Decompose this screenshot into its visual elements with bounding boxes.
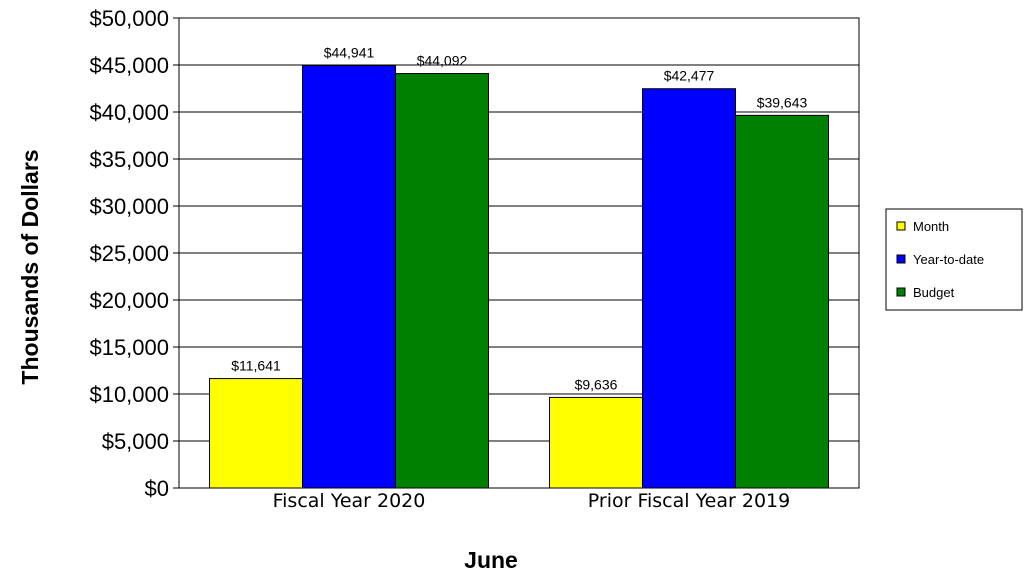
legend-label: Year-to-date [913, 252, 984, 267]
data-label: $44,941 [324, 45, 375, 61]
data-label: $9,636 [575, 376, 618, 392]
y-axis-ticks: $0 $5,000 $10,000 $15,000 $20,000 $25,000 $30,… [89, 6, 179, 501]
legend-swatch [896, 254, 906, 264]
legend-frame [885, 208, 1023, 311]
bar-year-to-date [642, 88, 736, 489]
y-tick-label: $35,000 [89, 147, 169, 172]
y-tick-label: $50,000 [89, 6, 169, 31]
data-label: $44,092 [417, 53, 468, 69]
data-labels: $11,641 $44,941 $44,092 $9,636 $42,477 $39,64… [231, 45, 807, 393]
legend-label: Budget [913, 285, 955, 300]
y-tick-label: $40,000 [89, 100, 169, 125]
category-label: Prior Fiscal Year 2019 [588, 490, 790, 512]
bar-budget [395, 73, 489, 489]
bar-year-to-date [302, 65, 396, 489]
data-label: $42,477 [664, 68, 715, 84]
bar-month [209, 378, 303, 489]
legend-label: Month [913, 219, 949, 234]
bar-month [549, 396, 643, 489]
y-tick-label: $5,000 [102, 429, 169, 454]
y-tick-label: $20,000 [89, 288, 169, 313]
category-label: Fiscal Year 2020 [273, 490, 426, 512]
legend-swatch [896, 287, 906, 297]
data-label: $39,643 [757, 94, 808, 110]
bar-budget [735, 114, 829, 489]
y-tick-label: $30,000 [89, 194, 169, 219]
x-axis-title: June [464, 547, 518, 573]
y-axis-title: Thousands of Dollars [17, 149, 43, 384]
y-tick-label: $15,000 [89, 335, 169, 360]
y-tick-label: $25,000 [89, 241, 169, 266]
legend-swatch [896, 221, 906, 231]
x-axis-category-labels: Fiscal Year 2020 Prior Fiscal Year 2019 [273, 490, 791, 512]
y-tick-label: $10,000 [89, 382, 169, 407]
y-tick-label: $0 [145, 476, 169, 501]
data-label: $11,641 [231, 358, 281, 374]
y-tick-label: $45,000 [89, 53, 169, 78]
legend: Month Year-to-date Budget [885, 208, 1023, 311]
bars [209, 65, 829, 489]
